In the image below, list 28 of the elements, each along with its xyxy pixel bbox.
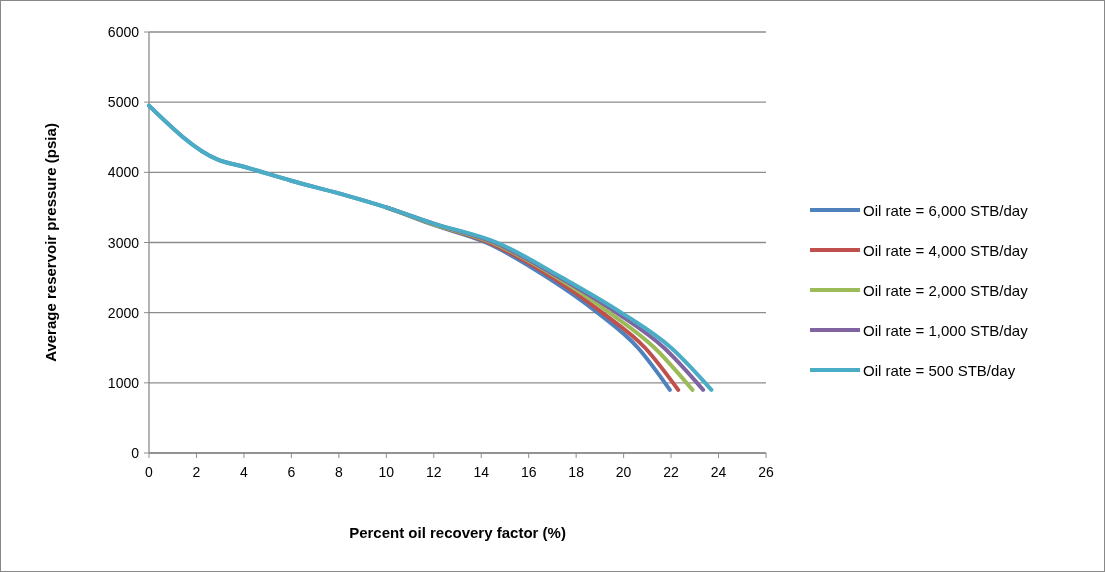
x-tick-label: 16: [520, 464, 537, 480]
x-tick-label: 22: [663, 464, 680, 480]
y-tick-label: 3000: [107, 234, 140, 251]
x-axis-title: Percent oil recovery factor (%): [349, 524, 566, 541]
y-tick-label: 5000: [107, 94, 140, 111]
y-tick-label: 6000: [107, 24, 140, 40]
x-tick-label: 4: [240, 464, 249, 480]
x-tick-label: 0: [145, 464, 154, 480]
y-tick-label: 2000: [107, 304, 140, 321]
x-tick-label: 14: [473, 464, 490, 480]
legend-label: Oil rate = 500 STB/day: [863, 362, 1016, 379]
y-tick-label: 4000: [107, 164, 140, 181]
x-tick-label: 8: [334, 464, 343, 480]
y-tick-label: 0: [131, 445, 140, 461]
legend-label: Oil rate = 6,000 STB/day: [863, 202, 1029, 219]
x-tick-label: 12: [425, 464, 442, 480]
x-tick-label: 6: [287, 464, 296, 480]
x-tick-label: 26: [758, 464, 774, 480]
legend-label: Oil rate = 2,000 STB/day: [863, 282, 1029, 299]
x-tick-label: 2: [192, 464, 201, 480]
x-tick-label: 20: [615, 464, 632, 480]
y-axis-title: Average reservoir pressure (psia): [42, 123, 59, 362]
x-tick-label: 10: [378, 464, 395, 480]
x-tick-label: 18: [568, 464, 585, 480]
legend-label: Oil rate = 1,000 STB/day: [863, 322, 1029, 339]
x-tick-label: 24: [710, 464, 727, 480]
legend-label: Oil rate = 4,000 STB/day: [863, 242, 1029, 259]
y-tick-label: 1000: [107, 374, 140, 391]
